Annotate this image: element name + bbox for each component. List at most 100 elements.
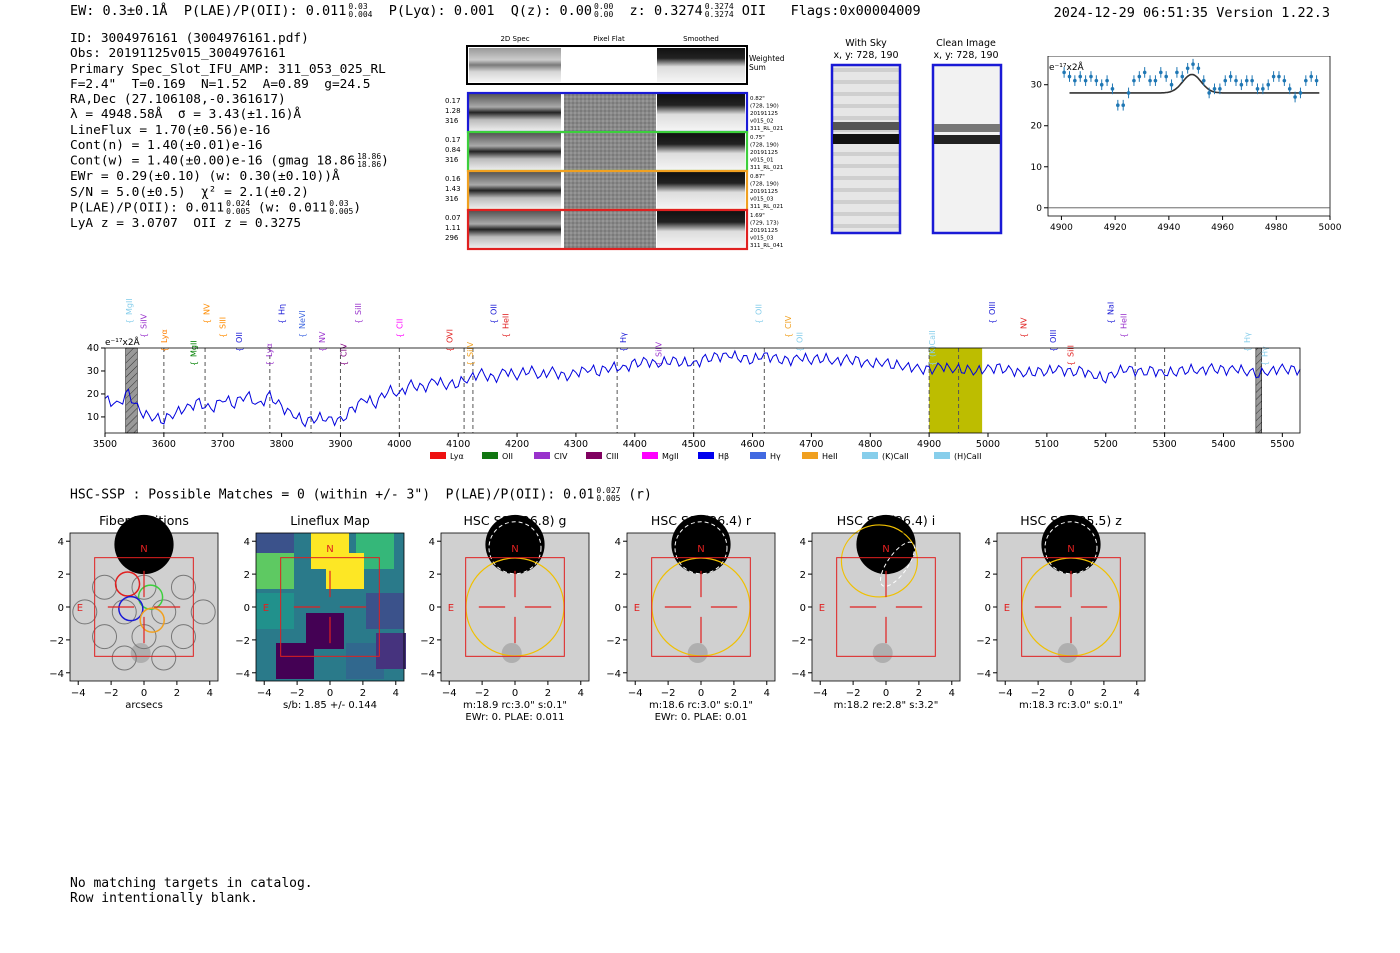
panel-xtick-label: 2: [174, 688, 180, 699]
panel-xtick-label: −2: [1031, 688, 1046, 699]
zoom-data-point: [1153, 75, 1158, 86]
panel-ytick-label: −4: [606, 669, 621, 680]
zoom-data-point: [1083, 75, 1088, 86]
emission-line-marker: OIII {: [988, 302, 997, 324]
emission-line-marker: NV {: [318, 331, 327, 352]
panel-ytick-label: −4: [235, 669, 250, 680]
spec-xtick-label: 4300: [564, 439, 588, 450]
line-marker-label: OVI: [445, 329, 454, 343]
line-marker-label: Hγ: [1243, 332, 1252, 343]
info-radec: RA,Dec (27.106108,-0.361617): [70, 92, 286, 108]
cutout-row-meta: 20191125: [750, 189, 778, 195]
panel-xtick-label: −4: [257, 688, 272, 699]
search-box: [1021, 557, 1121, 657]
line-marker-label: OIII: [1049, 330, 1058, 343]
spec-xtick-label: 5100: [1035, 439, 1059, 450]
panel-xtick-label: −2: [661, 688, 676, 699]
spec-ytick-label: 30: [87, 366, 99, 377]
panel-ytick-label: −2: [235, 636, 250, 647]
svg-text:{: {: [466, 361, 475, 366]
masked-region: [1255, 347, 1262, 434]
svg-text:{: {: [619, 347, 628, 352]
panel-caption: s/b: 1.85 +/- 0.144: [283, 700, 377, 711]
zoom-ytick-label: 10: [1031, 163, 1043, 173]
faint-source: [1057, 643, 1078, 664]
spec-xtick-label: 4800: [858, 439, 882, 450]
fiber-circle: [92, 624, 118, 650]
zoom-data-point: [1261, 83, 1265, 95]
info-params: F=2.4" T=0.169 N=1.52 A=0.89 g=24.5: [70, 76, 371, 92]
svg-text:Sum: Sum: [749, 63, 766, 72]
legend-swatch: [862, 452, 878, 459]
north-label: N: [697, 544, 704, 555]
panel-xtick-label: 4: [207, 688, 213, 699]
zoom-data-point: [1255, 83, 1260, 95]
svg-text:{: {: [189, 361, 198, 366]
line-marker-label: SiII: [1066, 345, 1075, 357]
panel-xtick-label: 0: [327, 688, 333, 699]
zoom-xtick-label: 4940: [1157, 223, 1180, 233]
spec-xtick-label: 5400: [1211, 439, 1235, 450]
panel-ytick-label: 0: [615, 603, 621, 614]
panel-xtick-label: −2: [846, 688, 861, 699]
fiber-circle: [170, 624, 196, 650]
cutout-row-meta: (728, 190): [750, 143, 779, 149]
svg-text:{: {: [139, 333, 148, 338]
panel-xtick-label: 4: [764, 688, 770, 699]
zoom-data-point: [1089, 71, 1093, 82]
fiber-red: [114, 571, 141, 597]
fiber-circle: [111, 599, 137, 625]
emission-line-marker: Lyα {: [265, 343, 274, 366]
panel-ytick-label: 4: [429, 537, 435, 548]
panel-xtick-label: 0: [883, 688, 889, 699]
svg-text:{: {: [125, 319, 134, 324]
zoom-data-point: [1223, 75, 1228, 86]
zoom-data-point: [1142, 67, 1147, 78]
zoom-data-point: [1164, 71, 1168, 82]
bright-source: [485, 514, 545, 575]
emission-line-marker: NV {: [1019, 317, 1028, 338]
panel-ytick-label: −4: [791, 669, 806, 680]
info-contw: Cont(w) = 1.40(±0.00)e-16 (gmag 18.86 18.…: [70, 152, 389, 170]
svg-text:{: {: [1049, 347, 1058, 352]
panel-xtick-label: 2: [731, 688, 737, 699]
cutout-row: 0.17 1.28 316 0.82" (728, 190)20191125 v015_0…: [445, 91, 783, 134]
zoom-data-point: [1293, 91, 1297, 103]
cutout-row-meta: 1.69": [750, 213, 765, 219]
zoom-ytick-label: 0: [1036, 204, 1042, 214]
zoom-data-point: [1073, 75, 1077, 86]
panel-ytick-label: −2: [791, 636, 806, 647]
svg-text:{: {: [1019, 333, 1028, 338]
zoom-data-point: [1148, 75, 1152, 86]
legend-label: Lyα: [450, 452, 464, 461]
spec-xtick-label: 3500: [93, 439, 117, 450]
line-marker-label: SiIV: [466, 341, 475, 357]
cutout-row-stat: 0.17: [445, 136, 461, 144]
footer-line-1: No matching targets in catalog.: [70, 876, 313, 891]
svg-text:{: {: [988, 319, 997, 324]
line-marker-label: HeII: [1119, 313, 1128, 329]
cutout-row: 0.17 0.84 316 0.75" (728, 190)20191125 v015_0…: [445, 130, 783, 173]
zoom-unit-label: e⁻¹⁷x2Å: [1049, 61, 1085, 73]
legend-swatch: [934, 452, 950, 459]
panel-caption-2: EWr: 0, PLAE: 0.01: [655, 712, 748, 720]
emission-line-marker: HeII {: [501, 313, 510, 338]
emission-line-marker: NV {: [202, 303, 211, 324]
north-label: N: [326, 544, 333, 555]
zoom-data-point: [1309, 71, 1313, 82]
fiber-circle: [151, 645, 177, 671]
svg-text:{: {: [1243, 347, 1252, 352]
fiber-green: [137, 584, 164, 610]
line-marker-label: Hγ: [619, 332, 628, 343]
legend-swatch: [802, 452, 818, 459]
with-sky-title: With Sky: [845, 38, 887, 49]
panel-caption: m:18.6 rc:3.0" s:0.1": [649, 700, 753, 711]
cutout-row-meta: 311_RL_021: [750, 165, 783, 171]
zoom-xtick-label: 4960: [1211, 223, 1234, 233]
emission-line-marker: SIII {: [219, 317, 228, 338]
zoom-data-point: [1094, 75, 1099, 86]
east-label: E: [77, 603, 83, 614]
emission-line-marker: OVI {: [445, 329, 454, 352]
footer-notes: No matching targets in catalog. Row inte…: [70, 876, 313, 906]
